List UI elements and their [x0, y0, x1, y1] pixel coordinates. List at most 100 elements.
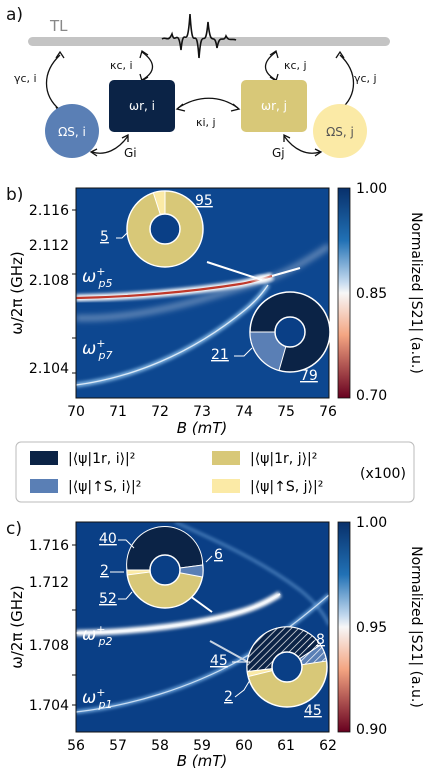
panel-a-label: a)	[6, 5, 23, 25]
omega-sj: ΩS, j	[326, 125, 354, 139]
legend-entry-s-j: |⟨ψ|↑S, j⟩|²	[250, 479, 323, 495]
y-label-b: ω/2π (GHz)	[8, 251, 26, 334]
x-label-c: B (mT)	[177, 752, 228, 770]
y-label-c: ω/2π (GHz)	[8, 585, 26, 668]
colorbar-b: 1.00 0.85 0.70 Normalized |S21| (a.u.)	[337, 181, 424, 404]
x-tick-c-5: 60	[235, 738, 253, 754]
gamma-ci-arrow	[46, 54, 61, 111]
x-tick-c-4: 59	[193, 738, 211, 754]
pie-inset-b2: 21 79	[211, 291, 331, 384]
pie-b2-label-79: 79	[300, 368, 318, 384]
mode-p5-label: ω+ p5	[82, 265, 112, 290]
pie-c2-label-2: 2	[224, 689, 233, 705]
x-tick-c-7: 62	[319, 738, 337, 754]
y-tick-b-3: 2.108	[29, 273, 69, 289]
g-i: Gi	[124, 146, 137, 160]
pie-c1-label-40: 40	[99, 531, 117, 547]
panel-b-label: b)	[6, 185, 23, 205]
transmission-line	[28, 37, 390, 46]
spin-i-node	[45, 104, 99, 158]
y-tick-c-2: 1.712	[29, 575, 69, 591]
pie-b1-label-95: 95	[195, 193, 213, 209]
panel-c: c) ω+ p2 ω+ p1 40	[6, 515, 424, 770]
spin-j-node	[313, 104, 367, 158]
mode-p1-label: ω+ p1	[82, 686, 112, 711]
cbar-c-tick-1: 1.00	[356, 515, 387, 531]
g-j: Gj	[272, 146, 285, 160]
pointer-line-2	[271, 267, 301, 277]
wave-packet	[161, 13, 237, 59]
legend-swatch-r-i	[30, 451, 58, 465]
x-label-b: B (mT)	[177, 419, 228, 437]
pie-b2-label-21: 21	[211, 347, 229, 363]
pointer-line-3	[189, 595, 213, 613]
tl-label: TL	[49, 17, 68, 35]
legend-entry-r-j: |⟨ψ|1r, j⟩|²	[250, 451, 317, 467]
x-tick-b-7: 76	[319, 404, 337, 420]
pie-inset-c1: 40 6 2 52	[99, 526, 223, 609]
pie-inset-b1: 5 95	[100, 190, 213, 268]
kappa-ij-arrow	[177, 97, 239, 109]
pointer-line-1	[206, 261, 263, 281]
y-tick-b-2: 2.112	[29, 238, 69, 254]
cbar-c-tick-2: 0.95	[356, 620, 387, 636]
pie-c1-label-2: 2	[100, 563, 109, 579]
x-axis-b: 70 71 72 73 74 75 76 B (mT)	[67, 404, 337, 437]
panel-b: b) ω+ p5 ω+ p7 5	[6, 181, 424, 437]
g-j-arrow	[283, 135, 321, 154]
cbar-b-label: Normalized |S21| (a.u.)	[408, 212, 424, 374]
x-axis-c: 56 57 58 59 60 61 62 B (mT)	[67, 738, 337, 770]
x-tick-c-6: 61	[277, 738, 295, 754]
kappa-ij: κi, j	[196, 116, 216, 129]
pie-c1-label-6: 6	[214, 547, 223, 563]
omega-si: ΩS, i	[58, 125, 86, 139]
pie-b1-label-5: 5	[100, 229, 109, 245]
cbar-b-tick-3: 0.70	[356, 388, 387, 404]
resonator-i-node	[109, 80, 175, 132]
legend-swatch-s-j	[212, 479, 240, 493]
cbar-b-tick-2: 0.85	[356, 286, 387, 302]
y-tick-b-1: 2.116	[29, 203, 69, 219]
colorbar-c: 1.00 0.95 0.90 Normalized |S21| (a.u.)	[337, 515, 424, 738]
gamma-cj: γc, j	[354, 72, 377, 85]
kappa-ci: κc, i	[110, 59, 133, 72]
legend-swatch-r-j	[212, 451, 240, 465]
panel-a: a) TL γc, i κc, i κc, j γc, j ΩS, i ωr, …	[6, 5, 390, 160]
cbar-b-tick-1: 1.00	[356, 181, 387, 197]
gamma-ci: γc, i	[14, 72, 37, 85]
kappa-cj-arrow	[264, 51, 277, 81]
mode-p2-label: ω+ p2	[82, 623, 112, 648]
mode-p7-label: ω+ p7	[82, 337, 112, 362]
gamma-cj-arrow	[339, 54, 354, 111]
x-tick-b-5: 74	[235, 404, 253, 420]
y-axis-b: 2.116 2.112 2.108 2.104 ω/2π (GHz)	[8, 203, 76, 377]
omega-rj: ωr, j	[261, 99, 287, 113]
legend-scale: (x100)	[360, 466, 406, 482]
pie-c2-label-8: 8	[316, 632, 325, 648]
legend-entry-s-i: |⟨ψ|↑S, i⟩|²	[68, 479, 141, 495]
y-tick-c-3: 1.708	[29, 638, 69, 654]
legend: |⟨ψ|1r, i⟩|² |⟨ψ|↑S, i⟩|² |⟨ψ|1r, j⟩|² |…	[15, 441, 415, 503]
x-tick-c-3: 58	[151, 738, 169, 754]
x-tick-b-4: 73	[193, 404, 211, 420]
cbar-c-tick-3: 0.90	[356, 722, 387, 738]
pie-c2-label-45b: 45	[304, 703, 322, 719]
pie-c1-label-52: 52	[99, 591, 117, 607]
x-tick-c-1: 56	[67, 738, 85, 754]
y-tick-b-4: 2.104	[29, 361, 69, 377]
panel-c-label: c)	[6, 519, 22, 539]
legend-swatch-s-i	[30, 479, 58, 493]
pie-inset-c2: 8 45 2 45	[210, 626, 328, 719]
legend-entry-r-i: |⟨ψ|1r, i⟩|²	[68, 451, 135, 467]
kappa-ci-arrow	[141, 51, 154, 81]
g-i-arrow	[91, 135, 129, 154]
x-tick-b-6: 75	[277, 404, 295, 420]
x-tick-c-2: 57	[109, 738, 127, 754]
x-tick-b-1: 70	[67, 404, 85, 420]
x-tick-b-2: 71	[109, 404, 127, 420]
x-tick-b-3: 72	[151, 404, 169, 420]
pie-c2-label-45a: 45	[210, 653, 228, 669]
cbar-c-label: Normalized |S21| (a.u.)	[408, 546, 424, 708]
omega-ri: ωr, i	[129, 99, 155, 113]
kappa-cj: κc, j	[284, 59, 307, 72]
